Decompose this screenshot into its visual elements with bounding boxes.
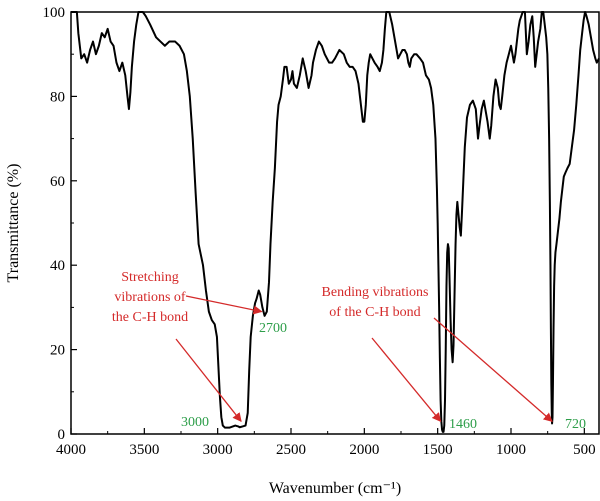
annotation-layer: Stretching vibrations of the C-H bond Bendi… (112, 270, 553, 423)
x-tick-label: 4000 (56, 442, 86, 458)
plot-frame (70, 11, 600, 435)
y-tick-label: 0 (58, 427, 66, 443)
x-tick-label: 2000 (349, 442, 379, 458)
peak-label-2700: 2700 (259, 321, 287, 336)
annotation-text-line: vibrations of (114, 290, 185, 305)
annotation-arrow (371, 337, 442, 423)
annotation-text-line: the C-H bond (112, 310, 188, 325)
series-layer (71, 11, 600, 433)
x-tick-label: 2500 (276, 442, 306, 458)
x-tick-label: 3500 (129, 442, 159, 458)
peak-label-720: 720 (565, 417, 586, 432)
x-tick-label: 500 (573, 442, 596, 458)
plot-border (70, 11, 600, 435)
y-tick-label: 60 (50, 174, 65, 190)
annotation-arrow (433, 317, 553, 422)
peak-label-3000: 3000 (181, 415, 209, 430)
y-tick-label: 80 (50, 89, 65, 105)
peak-label-1460: 1460 (449, 417, 477, 432)
x-axis-ticks: 4000 3500 3000 2500 2000 1500 1000 500 (56, 428, 596, 458)
x-axis-title: Wavenumber (cm⁻¹) (269, 480, 401, 497)
annotation-arrow (175, 338, 242, 423)
annotation-arrow (185, 295, 263, 315)
annotation-text-line: Bending vibrations (322, 285, 429, 300)
y-tick-label: 40 (50, 258, 65, 274)
annotation-text-line: of the C-H bond (329, 305, 420, 320)
y-axis-title: Transmittance (%) (5, 164, 22, 283)
y-tick-label: 20 (50, 343, 65, 359)
x-tick-label: 3000 (203, 442, 233, 458)
y-axis-ticks: 0 20 40 60 80 100 (43, 5, 77, 443)
spectrum-line (71, 11, 600, 433)
y-tick-label: 100 (43, 5, 66, 21)
annotation-text-line: Stretching (121, 270, 179, 285)
peak-label-layer: 3000 2700 1460 720 (181, 321, 586, 432)
x-tick-label: 1000 (496, 442, 526, 458)
x-tick-label: 1500 (423, 442, 453, 458)
